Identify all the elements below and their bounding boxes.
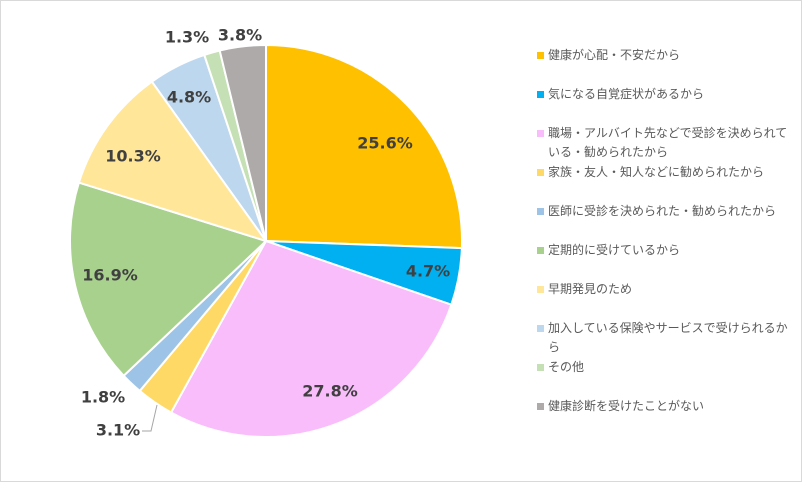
legend-label: その他 (548, 360, 585, 374)
pie-slice (169, 239, 453, 438)
legend-label: 気になる自覚症状があるから (548, 87, 705, 101)
legend-label: 健康が心配・不安だから (548, 48, 681, 62)
leader-lines (142, 404, 158, 432)
data-label: 4.7% (406, 262, 450, 281)
pie-slice (77, 80, 269, 243)
legend-item: 定期的に受けているから (537, 241, 795, 260)
data-label: 25.6% (357, 134, 413, 153)
legend-swatch (537, 403, 544, 410)
legend-label: 定期的に受けているから (548, 243, 681, 257)
legend-label: 健康診断を受けたことがない (548, 399, 705, 413)
legend-swatch (537, 130, 544, 137)
legend-item: 職場・アルバイト先などで受診を決められている・勧められたから (537, 124, 795, 162)
legend-swatch (537, 247, 544, 254)
data-label: 27.8% (302, 382, 358, 401)
data-labels: 25.6% 4.7% 27.8% 3.1% 1.8% 16.9% 10.3% 4.8% 1.3%… (81, 26, 450, 440)
legend-label: 早期発見のため (548, 282, 633, 296)
legend-item: 医師に受診を決められた・勧められたから (537, 202, 795, 221)
legend-swatch (537, 325, 544, 332)
data-label: 10.3% (105, 147, 161, 166)
legend-swatch (537, 364, 544, 371)
data-label: 4.8% (167, 88, 211, 107)
legend-swatch (537, 91, 544, 98)
legend-item: 加入している保険やサービスで受けられるから (537, 319, 795, 357)
legend-label: 加入している保険やサービスで受けられるから (548, 321, 788, 354)
pie-slices (69, 43, 463, 438)
legend-swatch (537, 208, 544, 215)
data-label: 3.8% (218, 26, 262, 45)
legend-item: 健康診断を受けたことがない (537, 397, 795, 416)
legend-swatch (537, 286, 544, 293)
pie-slice (69, 181, 268, 378)
legend-swatch (537, 169, 544, 176)
legend-item: 健康が心配・不安だから (537, 46, 795, 65)
legend-item: その他 (537, 358, 795, 377)
legend-label: 医師に受診を決められた・勧められたから (548, 204, 777, 218)
legend-item: 早期発見のため (537, 280, 795, 299)
legend-label: 家族・友人・知人などに勧められたから (548, 165, 765, 179)
leader-line (142, 404, 158, 432)
data-label: 16.9% (82, 266, 138, 285)
pie-slice (218, 43, 267, 242)
pie-slice (265, 43, 463, 250)
legend-swatch (537, 52, 544, 59)
legend-item: 気になる自覚症状があるから (537, 85, 795, 104)
data-label: 1.8% (81, 388, 125, 407)
data-label: 3.1% (96, 421, 140, 440)
legend-label: 職場・アルバイト先などで受診を決められている・勧められたから (548, 126, 788, 159)
legend-item: 家族・友人・知人などに勧められたから (537, 163, 795, 182)
data-label: 1.3% (165, 28, 209, 47)
